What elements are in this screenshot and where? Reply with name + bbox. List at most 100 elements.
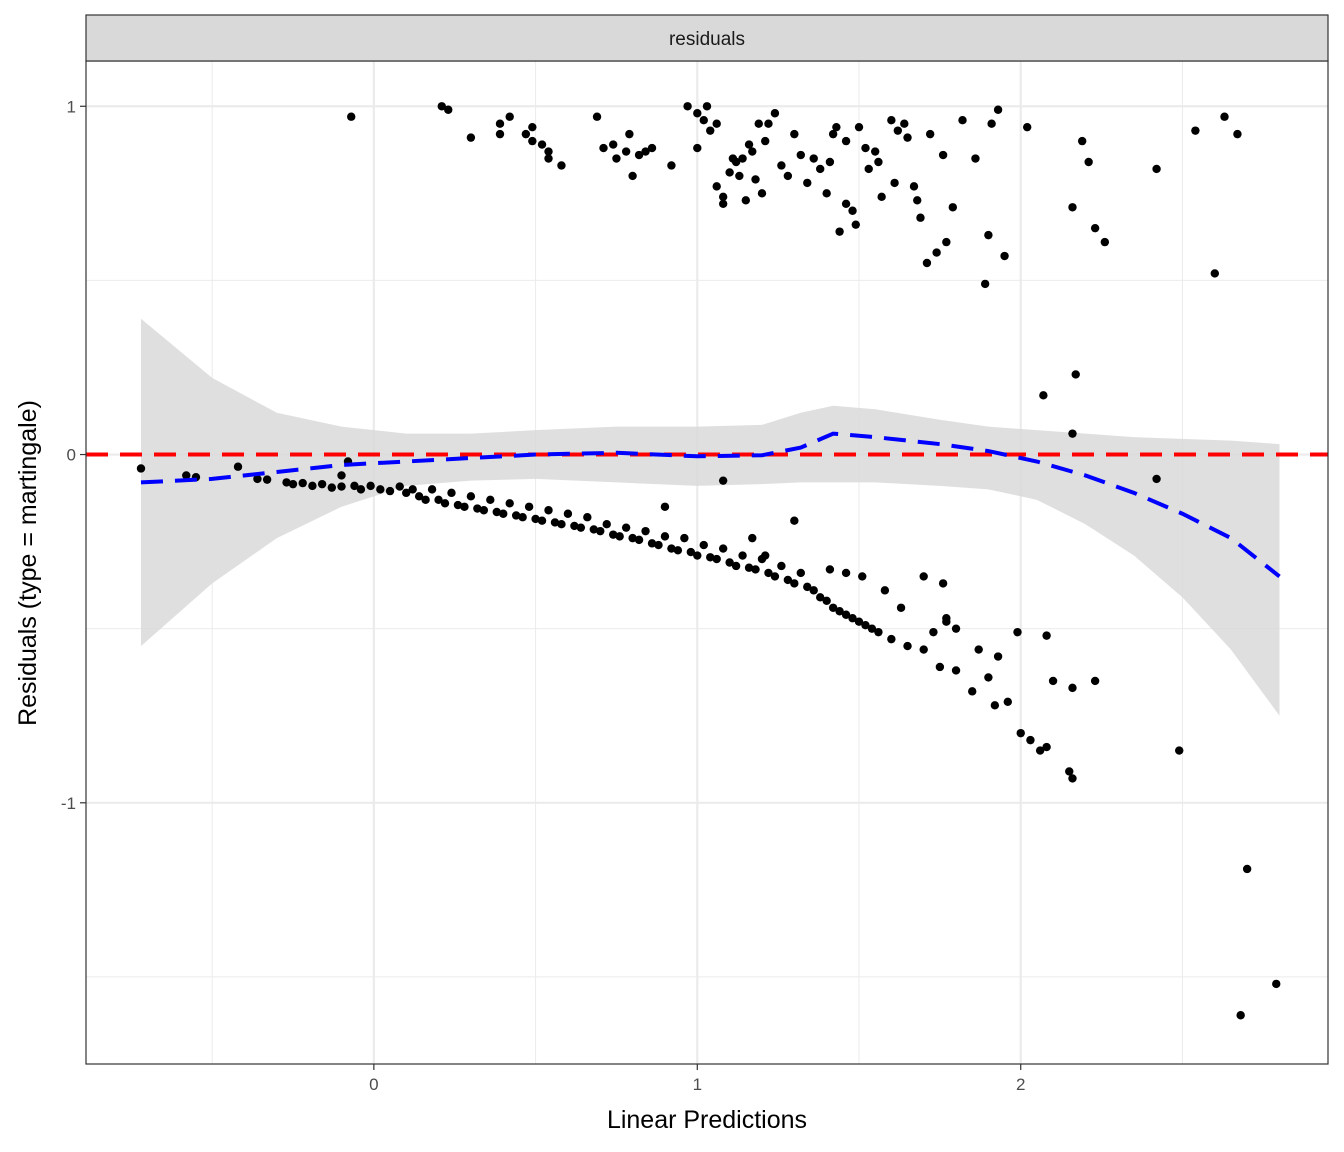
data-point xyxy=(718,544,728,553)
facet-strip-label: residuals xyxy=(669,29,745,50)
data-point xyxy=(499,509,508,518)
data-point xyxy=(942,237,951,247)
data-point xyxy=(563,509,573,518)
data-point xyxy=(317,479,327,489)
data-point xyxy=(1236,1011,1245,1020)
data-point xyxy=(1042,631,1051,640)
data-point xyxy=(479,506,489,515)
data-point xyxy=(673,546,683,555)
data-point xyxy=(660,532,670,541)
data-point xyxy=(725,168,734,177)
data-point xyxy=(761,136,770,146)
data-point xyxy=(761,551,770,560)
data-point xyxy=(925,129,935,139)
facet-strip-background xyxy=(85,14,1329,62)
data-point xyxy=(735,171,744,181)
data-point xyxy=(712,119,721,128)
data-point xyxy=(408,485,417,494)
data-point xyxy=(1068,203,1077,212)
data-point xyxy=(738,551,747,560)
data-point xyxy=(1039,391,1048,400)
data-point xyxy=(816,164,825,174)
data-point xyxy=(609,530,618,539)
x-tick-label: 1 xyxy=(693,1075,702,1094)
data-point xyxy=(528,122,537,132)
data-point xyxy=(1065,767,1074,776)
x-axis: 0 1 2 xyxy=(369,1064,1025,1094)
data-point xyxy=(447,488,456,498)
data-point xyxy=(1175,746,1184,755)
data-point xyxy=(647,143,657,153)
facet-strip: residuals xyxy=(85,14,1329,62)
data-point xyxy=(909,182,919,191)
data-point xyxy=(893,126,903,135)
data-point xyxy=(288,479,298,489)
data-point xyxy=(712,182,721,191)
data-point xyxy=(718,476,728,485)
data-point xyxy=(748,147,757,156)
data-point xyxy=(557,161,566,170)
data-point xyxy=(583,513,592,522)
data-point xyxy=(702,102,712,111)
data-point xyxy=(492,507,501,517)
data-point xyxy=(738,154,747,163)
data-point xyxy=(440,499,450,508)
data-point xyxy=(1077,136,1087,146)
data-point xyxy=(233,462,243,471)
data-point xyxy=(1071,370,1080,379)
y-axis-title: Residuals (type = martingale) xyxy=(14,400,42,726)
data-point xyxy=(822,189,831,198)
data-point xyxy=(1003,697,1012,707)
data-point xyxy=(1035,746,1045,755)
data-point xyxy=(437,102,446,111)
data-point xyxy=(835,607,844,616)
data-point xyxy=(741,196,751,205)
data-point xyxy=(777,561,786,571)
data-point xyxy=(298,478,307,488)
data-point xyxy=(783,171,793,181)
data-point xyxy=(896,603,906,612)
data-point xyxy=(544,154,553,163)
data-point xyxy=(841,568,851,578)
data-point xyxy=(916,213,925,222)
data-point xyxy=(634,535,644,545)
data-point xyxy=(621,147,631,156)
data-point xyxy=(505,499,514,508)
data-point xyxy=(641,526,650,536)
data-point xyxy=(589,525,598,534)
data-point xyxy=(942,617,951,626)
data-point xyxy=(887,116,896,125)
data-point xyxy=(919,572,928,581)
data-point xyxy=(790,516,799,525)
data-point xyxy=(790,129,799,139)
data-point xyxy=(864,164,873,174)
data-point xyxy=(356,485,366,494)
data-point xyxy=(971,154,980,163)
data-point xyxy=(903,641,912,651)
data-point xyxy=(938,579,948,588)
data-point xyxy=(634,150,644,160)
data-point xyxy=(874,627,883,637)
data-point xyxy=(877,192,886,202)
data-point xyxy=(731,561,741,571)
data-point xyxy=(1084,157,1093,167)
data-point xyxy=(848,614,857,623)
data-point xyxy=(376,485,385,494)
data-point xyxy=(770,109,780,118)
data-point xyxy=(550,518,560,527)
data-point xyxy=(706,553,715,562)
data-point xyxy=(537,140,547,149)
data-point xyxy=(1026,735,1035,745)
data-point xyxy=(841,199,851,208)
data-point xyxy=(744,140,754,149)
data-point xyxy=(751,175,760,184)
data-point xyxy=(544,147,553,156)
data-point xyxy=(809,586,818,595)
data-point xyxy=(686,547,696,557)
data-point xyxy=(473,504,482,513)
data-point xyxy=(621,523,631,532)
data-point xyxy=(958,116,967,125)
data-point xyxy=(993,652,1003,661)
data-point xyxy=(951,666,961,675)
data-point xyxy=(841,136,851,146)
